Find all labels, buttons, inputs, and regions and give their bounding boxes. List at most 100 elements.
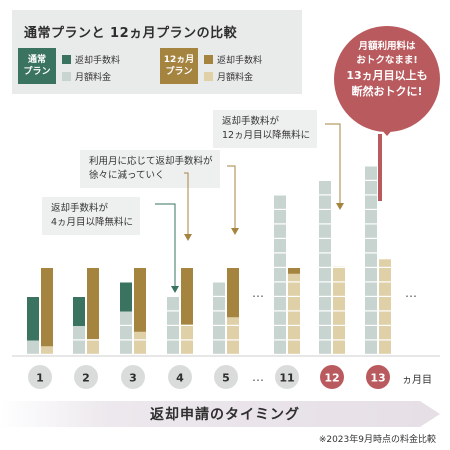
bar-segment-monthly bbox=[274, 268, 286, 282]
callout-gradual: 利用月に応じて返却手数料が 徐々に減っていく bbox=[80, 150, 220, 188]
bar-segment-monthly bbox=[274, 297, 286, 311]
callout-leader bbox=[227, 165, 236, 230]
bar-segment-monthly bbox=[319, 311, 331, 325]
bar-segment-monthly bbox=[379, 282, 391, 296]
bar-segment-monthly bbox=[365, 311, 377, 325]
bar-segment-monthly bbox=[365, 253, 377, 267]
bar-segment-monthly bbox=[365, 282, 377, 296]
bar-segment-monthly bbox=[365, 239, 377, 253]
legend-label: 月額料金 bbox=[75, 73, 112, 83]
bar-segment-fee bbox=[181, 268, 193, 325]
bar-segment-monthly bbox=[319, 282, 331, 296]
bar-segment-monthly bbox=[319, 195, 331, 209]
bar-segment-monthly bbox=[274, 195, 286, 209]
x-tick-label: 2 bbox=[82, 372, 90, 385]
bar-segment-monthly bbox=[333, 340, 345, 354]
legend-label: 返却手数料 bbox=[75, 56, 121, 66]
category-circle bbox=[320, 365, 344, 389]
bar-segment-monthly bbox=[73, 340, 85, 354]
bar-segment-monthly bbox=[379, 340, 391, 354]
bar-segment-monthly bbox=[319, 268, 331, 282]
bar-segment-monthly bbox=[227, 340, 239, 354]
bar-segment-monthly bbox=[41, 346, 53, 354]
bar-segment-monthly bbox=[333, 297, 345, 311]
ellipsis-mark: … bbox=[252, 286, 264, 300]
category-circle bbox=[275, 365, 299, 389]
category-circle bbox=[28, 365, 52, 389]
bar-segment-monthly bbox=[365, 326, 377, 340]
bar-segment-monthly bbox=[365, 340, 377, 354]
legend-panel: 通常プランと 12ヵ月プランの比較 bbox=[12, 10, 302, 94]
legend-12month-monthly: 月額料金 bbox=[204, 70, 253, 83]
bar-segment-monthly bbox=[379, 268, 391, 282]
bar-segment-monthly bbox=[120, 340, 132, 354]
bar-segment-monthly bbox=[274, 326, 286, 340]
bar-segment-monthly bbox=[365, 210, 377, 224]
bar-segment-monthly bbox=[319, 340, 331, 354]
callout-arrowhead bbox=[184, 234, 192, 241]
legend-12month-plan-tag: 12ヵ月 プラン bbox=[160, 48, 198, 84]
bar-segment-monthly bbox=[333, 282, 345, 296]
bar-segment-monthly bbox=[274, 253, 286, 267]
bar-segment-monthly bbox=[379, 311, 391, 325]
bar-segment-fee bbox=[120, 282, 132, 312]
bar-segment-monthly bbox=[319, 181, 331, 195]
x-tick-label: 12 bbox=[324, 372, 339, 385]
bar-segment-monthly bbox=[365, 224, 377, 238]
bar-segment-monthly bbox=[120, 326, 132, 340]
bar-segment-monthly bbox=[167, 311, 179, 325]
bar-segment-monthly bbox=[167, 297, 179, 311]
timeline-arrow bbox=[0, 401, 440, 427]
bar-segment-monthly bbox=[379, 326, 391, 340]
x-tick-label: 1 bbox=[36, 372, 44, 385]
bar-segment-monthly bbox=[181, 340, 193, 354]
callout-4-month: 返却手数料が 4ヵ月目以降無料に bbox=[42, 197, 141, 235]
bar-segment-monthly bbox=[288, 340, 300, 354]
bar-segment-monthly bbox=[365, 268, 377, 282]
bar-segment-monthly bbox=[288, 297, 300, 311]
bar-segment-monthly bbox=[319, 326, 331, 340]
legend-swatch bbox=[204, 55, 213, 64]
bar-segment-monthly bbox=[73, 326, 85, 340]
bar-segment-monthly bbox=[274, 340, 286, 354]
category-circle bbox=[366, 365, 390, 389]
bar-segment-monthly bbox=[319, 239, 331, 253]
bar-segment-monthly bbox=[120, 311, 132, 325]
category-circle bbox=[214, 365, 238, 389]
bar-segment-monthly bbox=[167, 326, 179, 340]
bar-segment-monthly bbox=[181, 326, 193, 340]
ellipsis-mark: … bbox=[252, 370, 264, 384]
bar-segment-monthly bbox=[288, 282, 300, 296]
bar-segment-monthly bbox=[213, 311, 225, 325]
bar-segment-fee bbox=[288, 268, 300, 274]
x-tick-label: 4 bbox=[176, 372, 184, 385]
bubble-line: 13ヵ月目以上も bbox=[346, 69, 428, 82]
bar-segment-monthly bbox=[274, 311, 286, 325]
bar-segment-fee bbox=[27, 297, 39, 341]
bar-segment-monthly bbox=[274, 210, 286, 224]
bar-segment-monthly bbox=[213, 282, 225, 296]
bar-segment-fee bbox=[87, 268, 99, 340]
bar-segment-monthly bbox=[274, 282, 286, 296]
bar-segment-monthly bbox=[213, 297, 225, 311]
bar-segment-monthly bbox=[333, 311, 345, 325]
bar-segment-monthly bbox=[288, 273, 300, 282]
callout-12-month: 返却手数料が 12ヵ月目以降無料に bbox=[213, 110, 318, 148]
footnote: ※2023年9月時点の料金比較 bbox=[318, 435, 436, 445]
category-circle bbox=[74, 365, 98, 389]
bar-segment-monthly bbox=[319, 224, 331, 238]
bar-segment-monthly bbox=[288, 311, 300, 325]
bar-segment-monthly bbox=[134, 331, 146, 340]
category-circle bbox=[121, 365, 145, 389]
legend-swatch bbox=[62, 72, 71, 81]
bar-segment-monthly bbox=[319, 210, 331, 224]
bar-segment-monthly bbox=[288, 326, 300, 340]
bar-segment-monthly bbox=[379, 259, 391, 267]
bar-segment-monthly bbox=[379, 297, 391, 311]
bar-segment-monthly bbox=[319, 297, 331, 311]
bar-segment-monthly bbox=[365, 181, 377, 195]
timeline-label: 返却申請のタイミング bbox=[150, 407, 300, 423]
bar-segment-fee bbox=[134, 268, 146, 332]
callout-leader bbox=[325, 123, 341, 205]
bar-segment-monthly bbox=[319, 253, 331, 267]
